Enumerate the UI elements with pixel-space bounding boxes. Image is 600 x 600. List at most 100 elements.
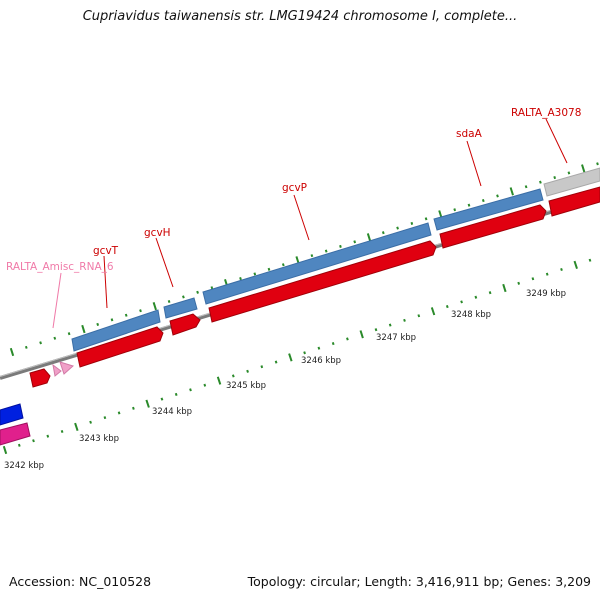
minor-tick [260,365,264,369]
minor-tick [424,217,428,221]
minor-tick [381,231,385,235]
minor-tick [132,406,135,410]
minor-tick [560,267,563,272]
label-gcvP[interactable]: gcvP [282,182,307,194]
gene-gcvT-reverse[interactable] [71,309,161,352]
minor-tick [110,318,114,322]
gene-gcvH-arrow[interactable] [169,313,201,336]
minor-tick [196,290,199,294]
minor-tick [396,226,399,230]
cds-blue[interactable] [0,403,24,426]
minor-tick [89,420,92,424]
minor-tick [588,258,592,262]
minor-tick [274,360,278,364]
scale-label: 3248 kbp [451,310,491,320]
minor-tick [324,249,328,253]
minor-tick [596,162,599,166]
minor-tick [239,276,242,281]
minor-tick [453,208,457,212]
forward-strand-genes [0,186,600,446]
minor-tick [182,295,185,299]
minor-tick [96,322,100,327]
major-tick [152,301,157,311]
minor-tick [174,392,178,397]
minor-tick [417,314,421,318]
minor-tick [103,416,107,420]
minor-tick [388,323,392,327]
minor-tick [189,388,192,392]
minor-tick [524,185,528,189]
major-tick [2,445,8,455]
minor-tick [267,267,271,271]
minor-tick [467,203,471,207]
label-sdaA[interactable]: sdaA [456,128,483,140]
minor-tick [531,277,535,281]
gene-labels: RALTA_Amisc_RNA_6 gcvT gcvH gcvP sdaA RA… [6,107,581,273]
minor-tick [496,194,499,198]
accession-label: Accession: NC_010528 [9,574,152,589]
minor-tick [139,309,142,313]
minor-tick [488,291,492,295]
cds-magenta[interactable] [0,422,31,446]
minor-tick [474,295,478,299]
major-tick [81,324,86,334]
minor-tick [281,263,285,267]
major-tick [573,260,578,270]
minor-tick [545,272,549,276]
minor-tick [460,300,463,304]
gene-small-red-arrow[interactable] [29,368,51,388]
scale-label: 3249 kbp [526,289,566,299]
minor-tick [53,336,57,340]
scale-label: 3242 kbp [4,461,44,471]
gene-a3078-arrow[interactable] [548,186,600,217]
gene-sdaA-reverse[interactable] [433,188,544,231]
minor-tick [160,397,164,401]
gene-gcvH-reverse[interactable] [163,297,198,319]
gene-sdaA-arrow[interactable] [439,204,547,249]
minor-tick [246,369,249,373]
label-ralta-amisc-rna[interactable]: RALTA_Amisc_RNA_6 [6,261,114,273]
minor-tick [24,345,28,349]
minor-tick [39,341,42,345]
minor-tick [210,286,214,290]
minor-tick [353,240,357,244]
scale-label: 3245 kbp [226,381,266,391]
minor-tick [374,328,378,332]
minor-tick [553,175,557,180]
gene-gcvP-arrow[interactable] [208,240,437,323]
minor-tick [567,171,571,175]
minor-tick [303,351,306,355]
minor-tick [410,221,414,225]
minor-tick [167,299,171,304]
label-gcvT[interactable]: gcvT [93,245,119,257]
minor-tick [310,254,314,258]
major-tick [502,283,507,293]
minor-tick [331,341,335,346]
misc-rna-arrow-2[interactable] [59,361,74,375]
genome-summary: Topology: circular; Length: 3,416,911 bp… [247,574,591,589]
map-title: Cupriavidus taiwanensis str. LMG19424 ch… [82,9,518,24]
major-tick [9,347,15,357]
minor-tick [32,439,35,443]
gene-gcvT-arrow[interactable] [76,326,164,368]
minor-tick [539,180,542,184]
minor-tick [253,272,257,276]
minor-tick [124,313,128,317]
gene-pseudo-gray[interactable] [543,167,600,197]
misc-rna-arrow-1[interactable] [52,363,62,377]
label-ralta-a3078[interactable]: RALTA_A3078 [511,107,581,119]
minor-tick [481,198,485,203]
minor-tick [403,318,406,322]
scale-ticks [2,162,599,455]
major-tick [509,187,514,196]
gene-gcvP-reverse[interactable] [202,222,432,305]
major-tick [288,353,293,362]
label-gcvH[interactable]: gcvH [144,227,171,239]
major-tick [74,422,79,432]
scale-label: 3244 kbp [152,407,192,417]
minor-tick [346,337,349,341]
major-tick [430,307,436,316]
scale-label: 3243 kbp [79,434,119,444]
scale-labels: 3242 kbp 3243 kbp 3244 kbp 3245 kbp 3246… [4,289,566,471]
